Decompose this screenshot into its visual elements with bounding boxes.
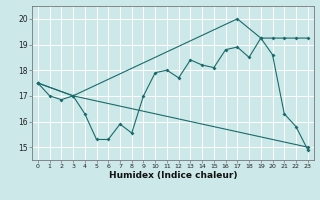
X-axis label: Humidex (Indice chaleur): Humidex (Indice chaleur) bbox=[108, 171, 237, 180]
